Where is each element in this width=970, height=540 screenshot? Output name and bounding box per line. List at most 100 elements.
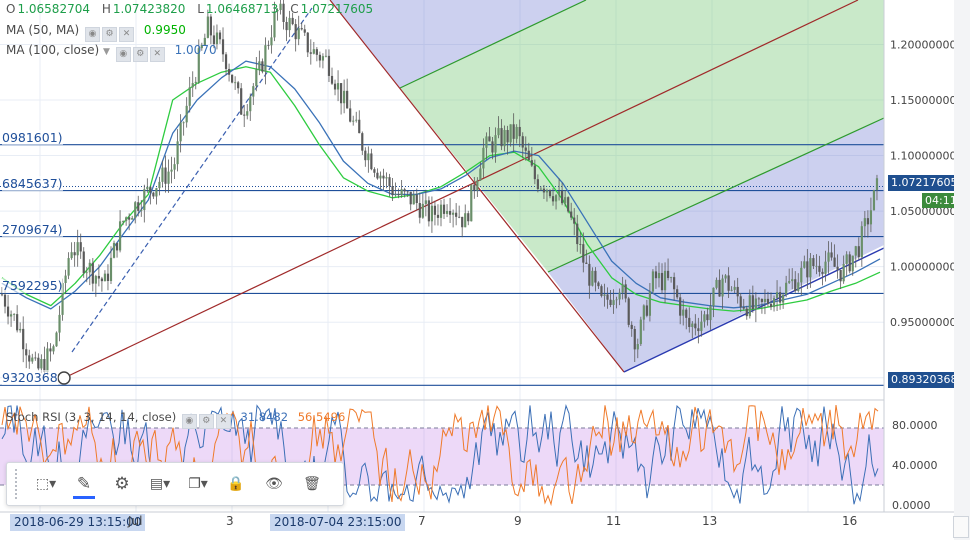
eye-icon[interactable]: ◉ bbox=[115, 47, 131, 62]
candle bbox=[875, 174, 879, 201]
pitchfork-lower-line[interactable] bbox=[623, 247, 885, 373]
candle bbox=[597, 281, 600, 289]
gear-icon[interactable]: ⚙ bbox=[114, 474, 130, 494]
candle bbox=[203, 33, 206, 46]
copy-icon[interactable]: ❐▾ bbox=[188, 476, 208, 492]
candle bbox=[34, 351, 37, 361]
candle bbox=[866, 210, 869, 238]
close-icon[interactable]: ✕ bbox=[215, 414, 231, 429]
candle bbox=[167, 159, 170, 193]
ma100-line bbox=[1, 60, 881, 310]
pencil-icon[interactable]: ✎ bbox=[65, 467, 103, 501]
candle bbox=[403, 187, 406, 198]
candle bbox=[455, 203, 458, 226]
candle bbox=[388, 173, 391, 197]
candle bbox=[536, 174, 539, 193]
candle bbox=[261, 58, 264, 74]
candle bbox=[630, 321, 633, 337]
eye-icon[interactable]: 👁 bbox=[265, 476, 283, 492]
candle bbox=[349, 100, 352, 123]
layers-icon[interactable]: ▤▾ bbox=[149, 476, 171, 492]
close-icon[interactable]: ✕ bbox=[119, 27, 135, 42]
candle bbox=[506, 125, 509, 155]
time-label-11: 11 bbox=[606, 514, 622, 528]
dashed-trend-line[interactable] bbox=[71, 7, 313, 353]
candle bbox=[255, 56, 258, 92]
candle bbox=[221, 27, 225, 62]
level-label-0: 0981601) bbox=[2, 129, 63, 145]
ohlc-open-value: 1.06582704 bbox=[17, 2, 90, 16]
candle bbox=[206, 9, 209, 39]
candle bbox=[600, 284, 603, 298]
candle bbox=[97, 264, 100, 287]
close-icon[interactable]: ✕ bbox=[149, 47, 165, 62]
stoch-legend[interactable]: Stoch RSI (3, 3, 14, 14, close) ◉ ⚙ ✕ 31.8… bbox=[6, 410, 345, 429]
time-axis[interactable] bbox=[0, 512, 884, 540]
stoch-d-value: 56.5496 bbox=[297, 410, 346, 424]
ohlc-high-value: 1.07423820 bbox=[112, 2, 186, 16]
candle bbox=[833, 244, 836, 267]
pitchfork-lines[interactable] bbox=[63, 0, 885, 379]
candle bbox=[164, 155, 167, 193]
candle bbox=[836, 254, 839, 279]
ohlc-low-label: L bbox=[197, 2, 204, 16]
gear-icon[interactable]: ⚙ bbox=[102, 27, 118, 42]
pitchfork-middle-green-line[interactable] bbox=[547, 117, 885, 273]
candle bbox=[19, 322, 22, 333]
ohlc-close-label: C bbox=[290, 2, 299, 16]
ma50-legend[interactable]: MA (50, MA) ◉ ⚙ ✕ 0.9950 bbox=[6, 23, 186, 42]
eye-icon[interactable]: ◉ bbox=[181, 414, 197, 429]
right-scroll-strip[interactable] bbox=[954, 0, 970, 540]
candle bbox=[585, 249, 588, 264]
ma100-legend[interactable]: MA (100, close) ▼ ◉ ⚙ ✕ 1.0070 bbox=[6, 43, 217, 62]
gear-icon[interactable]: ⚙ bbox=[132, 47, 148, 62]
candle bbox=[37, 353, 40, 371]
candle bbox=[358, 110, 361, 134]
candle bbox=[361, 131, 364, 156]
candle bbox=[606, 287, 609, 309]
candle bbox=[67, 252, 70, 280]
candle bbox=[194, 76, 197, 90]
candle bbox=[294, 19, 297, 52]
candle bbox=[467, 210, 470, 226]
candle bbox=[809, 253, 812, 288]
candle bbox=[115, 242, 119, 258]
candle bbox=[91, 258, 94, 292]
candle bbox=[539, 186, 543, 191]
candle bbox=[815, 254, 818, 275]
candle bbox=[382, 168, 385, 191]
candle bbox=[682, 299, 685, 326]
axis-settings-corner[interactable] bbox=[953, 516, 969, 538]
trash-icon[interactable]: 🗑 bbox=[303, 476, 321, 492]
candle bbox=[243, 104, 246, 127]
candle bbox=[209, 14, 213, 45]
gear-icon[interactable]: ⚙ bbox=[198, 414, 214, 429]
candle bbox=[609, 289, 612, 308]
candle bbox=[188, 76, 191, 113]
lock-icon[interactable]: 🔒 bbox=[227, 476, 245, 492]
candle bbox=[518, 119, 521, 148]
select-region-icon[interactable]: ⬚▾ bbox=[35, 476, 57, 492]
candle bbox=[515, 124, 518, 144]
drawing-toolbar[interactable]: ⬚▾ ✎ ⚙ ▤▾ ❐▾ 🔒 👁 🗑 bbox=[6, 462, 344, 506]
price-axis[interactable] bbox=[884, 0, 954, 512]
chevron-down-icon[interactable]: ▼ bbox=[103, 47, 110, 57]
candle bbox=[270, 25, 273, 54]
toolbar-drag-handle[interactable] bbox=[15, 469, 23, 499]
pitchfork-upper-line[interactable] bbox=[399, 0, 587, 89]
candle bbox=[769, 292, 773, 311]
candle bbox=[627, 296, 630, 328]
candle bbox=[433, 200, 437, 226]
candle bbox=[170, 156, 173, 184]
pitchfork-median-line[interactable] bbox=[63, 0, 859, 379]
eye-icon[interactable]: ◉ bbox=[85, 27, 101, 42]
candle bbox=[246, 104, 249, 120]
candle bbox=[778, 286, 782, 310]
ohlc-high-label: H bbox=[101, 2, 111, 16]
candle bbox=[727, 267, 730, 299]
drawing-anchor-handle[interactable] bbox=[57, 371, 71, 385]
candle bbox=[685, 307, 688, 330]
candle bbox=[645, 299, 648, 318]
candle bbox=[642, 304, 645, 331]
